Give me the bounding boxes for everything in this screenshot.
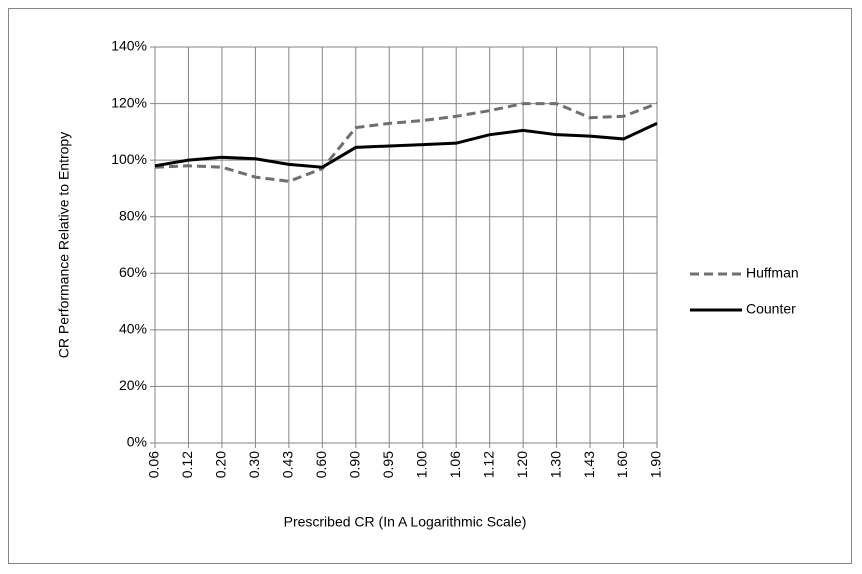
y-tick-label: 100% (111, 151, 147, 167)
y-tick-label: 20% (119, 377, 147, 393)
x-tick-label: 0.60 (313, 451, 329, 478)
x-tick-label: 0.90 (347, 451, 363, 478)
x-tick-label: 1.43 (581, 451, 597, 478)
y-tick-label: 0% (127, 434, 147, 450)
data-line (154, 102, 658, 183)
y-tick-label: 120% (111, 94, 147, 110)
x-tick-label: 1.06 (447, 451, 463, 478)
x-tick-label: 1.60 (614, 451, 630, 478)
x-tick-label: 1.20 (514, 451, 530, 478)
y-tick-label: 40% (119, 321, 147, 337)
x-tick-label: 0.12 (179, 451, 195, 478)
x-tick-label: 0.43 (280, 451, 296, 478)
chart-border (8, 8, 852, 564)
x-tick-label: 0.95 (380, 451, 396, 478)
x-axis-title: Prescribed CR (In A Logarithmic Scale) (284, 514, 527, 530)
x-tick-label: 0.20 (213, 451, 229, 478)
x-tick-label: 1.00 (413, 451, 429, 478)
x-tick-label: 0.30 (246, 451, 262, 478)
legend-label: Counter (746, 301, 796, 317)
y-tick-label: 140% (111, 38, 147, 54)
y-tick-label: 60% (119, 264, 147, 280)
legend-label: Huffman (746, 265, 799, 281)
x-tick-label: 1.90 (648, 451, 664, 478)
x-tick-label: 1.30 (547, 451, 563, 478)
y-axis-title: CR Performance Relative to Entropy (56, 132, 72, 358)
x-tick-label: 0.06 (146, 451, 162, 478)
y-tick-label: 80% (119, 207, 147, 223)
data-line (154, 122, 658, 169)
x-tick-label: 1.12 (480, 451, 496, 478)
